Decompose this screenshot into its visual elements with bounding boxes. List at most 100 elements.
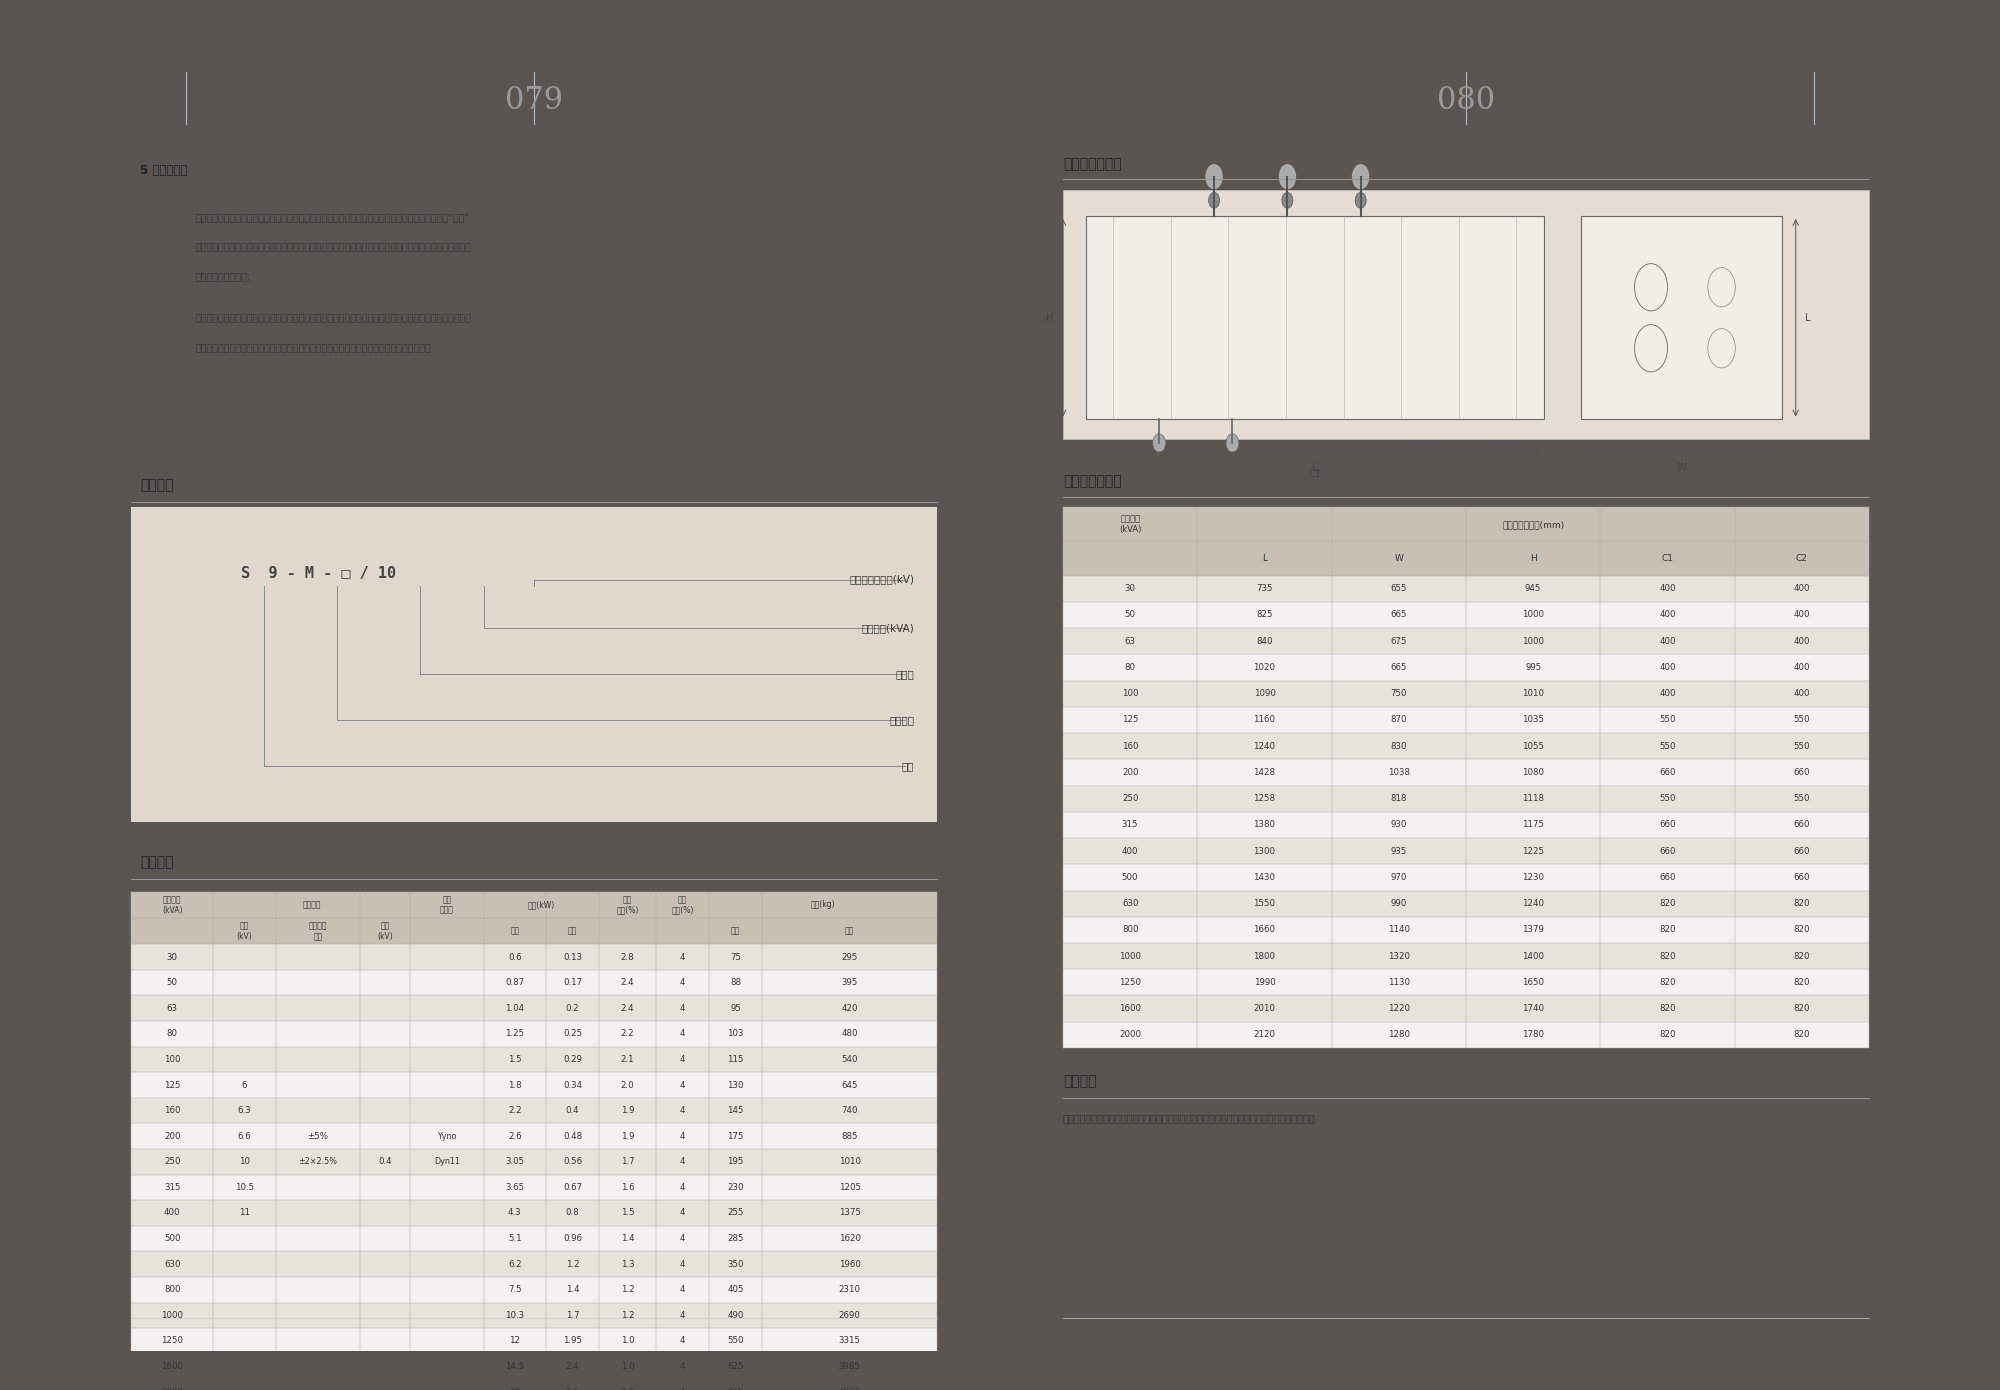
Text: 图1 S9-M-30~2000/10变压器外形及安装尺寸: 图1 S9-M-30~2000/10变压器外形及安装尺寸 <box>1392 443 1540 452</box>
Text: 1.7: 1.7 <box>566 1311 580 1320</box>
Text: 830: 830 <box>1390 742 1408 751</box>
Text: 95: 95 <box>730 1004 740 1013</box>
Text: 0.17: 0.17 <box>562 979 582 987</box>
Text: 100: 100 <box>164 1055 180 1063</box>
Text: 1240: 1240 <box>1522 899 1544 908</box>
Text: 1.2: 1.2 <box>566 1259 580 1269</box>
Text: 125: 125 <box>164 1080 180 1090</box>
Text: 30: 30 <box>1124 584 1136 594</box>
Bar <box>1062 865 1870 891</box>
Text: 1225: 1225 <box>1522 847 1544 856</box>
Bar <box>130 1098 938 1123</box>
Bar <box>130 944 938 970</box>
Circle shape <box>1152 434 1166 452</box>
Bar <box>1580 215 1782 420</box>
Text: 0.29: 0.29 <box>562 1055 582 1063</box>
Text: 4: 4 <box>680 1183 686 1191</box>
Text: 660: 660 <box>1794 820 1810 830</box>
Text: 1160: 1160 <box>1254 716 1276 724</box>
Text: 1.95: 1.95 <box>562 1336 582 1346</box>
Text: 6.3: 6.3 <box>238 1106 252 1115</box>
Text: 935: 935 <box>1390 847 1408 856</box>
Text: 1205: 1205 <box>838 1183 860 1191</box>
Text: 870: 870 <box>1390 716 1408 724</box>
Text: 6: 6 <box>242 1080 248 1090</box>
Text: S  9 - M - □ / 10: S 9 - M - □ / 10 <box>240 566 396 581</box>
Text: 1000: 1000 <box>1522 610 1544 620</box>
Text: 1780: 1780 <box>1522 1030 1544 1040</box>
Text: 短路
电压(%): 短路 电压(%) <box>672 895 694 915</box>
Text: 1600: 1600 <box>162 1362 184 1371</box>
Text: 3.05: 3.05 <box>506 1158 524 1166</box>
Text: 10.3: 10.3 <box>506 1311 524 1320</box>
Text: H: H <box>1530 555 1536 563</box>
Circle shape <box>1352 164 1370 190</box>
Text: 1.2: 1.2 <box>620 1286 634 1294</box>
Text: 1250: 1250 <box>162 1336 184 1346</box>
Text: 三相: 三相 <box>902 760 914 771</box>
Text: 1220: 1220 <box>1388 1004 1410 1013</box>
Text: 400: 400 <box>164 1208 180 1218</box>
Text: 1300: 1300 <box>1254 847 1276 856</box>
Text: 高压分接
范围: 高压分接 范围 <box>308 922 328 941</box>
Bar <box>130 1251 938 1277</box>
Text: 30: 30 <box>166 952 178 962</box>
Text: 外型及安装尺寸: 外型及安装尺寸 <box>1062 474 1122 488</box>
Text: 7.5: 7.5 <box>508 1286 522 1294</box>
Bar <box>1062 507 1870 542</box>
Text: 400: 400 <box>1794 637 1810 646</box>
Text: 745: 745 <box>728 1387 744 1390</box>
Text: 空载: 空载 <box>568 927 578 935</box>
Text: 1230: 1230 <box>1522 873 1544 881</box>
Text: 功能，波纹散热片的弹性可补偿因温度升降而引起的变压器油体积的变化，因此全密封变压器没有储油柜，降: 功能，波纹散热片的弹性可补偿因温度升降而引起的变压器油体积的变化，因此全密封变压… <box>196 243 472 253</box>
Text: 400: 400 <box>1660 584 1676 594</box>
Text: 1650: 1650 <box>1522 977 1544 987</box>
Text: 2.4: 2.4 <box>620 1004 634 1013</box>
Text: ±2×2.5%: ±2×2.5% <box>298 1158 338 1166</box>
Text: 350: 350 <box>728 1259 744 1269</box>
Text: 550: 550 <box>1660 794 1676 803</box>
Text: 995: 995 <box>1526 663 1542 671</box>
Bar <box>130 1022 938 1047</box>
Text: 4: 4 <box>680 979 686 987</box>
Text: 630: 630 <box>164 1259 180 1269</box>
Text: Dyn11: Dyn11 <box>434 1158 460 1166</box>
Text: 200: 200 <box>164 1131 180 1141</box>
Circle shape <box>1356 192 1366 208</box>
Text: ±5%: ±5% <box>308 1131 328 1141</box>
Text: 负载: 负载 <box>510 927 520 935</box>
Circle shape <box>1278 164 1296 190</box>
Text: 675: 675 <box>1390 637 1408 646</box>
Bar <box>1062 542 1870 575</box>
Text: 1550: 1550 <box>1254 899 1276 908</box>
Text: 660: 660 <box>1794 767 1810 777</box>
Text: 1428: 1428 <box>1254 767 1276 777</box>
Text: 818: 818 <box>1390 794 1408 803</box>
Bar <box>1062 759 1870 785</box>
Text: 4: 4 <box>680 1234 686 1243</box>
Bar <box>130 1150 938 1175</box>
Text: 80: 80 <box>1124 663 1136 671</box>
Text: C1: C1 <box>1308 470 1322 480</box>
Text: 500: 500 <box>1122 873 1138 881</box>
Text: 2310: 2310 <box>838 1286 860 1294</box>
Text: 1.7: 1.7 <box>620 1158 634 1166</box>
Text: 1960: 1960 <box>838 1259 860 1269</box>
Text: 额定容量
(kVA): 额定容量 (kVA) <box>1118 514 1142 534</box>
Bar <box>130 892 938 944</box>
Text: 400: 400 <box>1122 847 1138 856</box>
Text: C1: C1 <box>1662 555 1674 563</box>
Text: W: W <box>1676 463 1686 473</box>
Text: 2.2: 2.2 <box>620 1030 634 1038</box>
Text: 2.2: 2.2 <box>508 1106 522 1115</box>
Text: 550: 550 <box>1660 716 1676 724</box>
Text: 820: 820 <box>1660 977 1676 987</box>
Text: 10: 10 <box>240 1158 250 1166</box>
Text: 80: 80 <box>166 1030 178 1038</box>
Text: 550: 550 <box>1660 742 1676 751</box>
Text: 高压
(kV): 高压 (kV) <box>236 922 252 941</box>
Text: 820: 820 <box>1794 899 1810 908</box>
Text: 0.13: 0.13 <box>562 952 582 962</box>
Text: 0.8: 0.8 <box>566 1208 580 1218</box>
Text: 820: 820 <box>1660 926 1676 934</box>
